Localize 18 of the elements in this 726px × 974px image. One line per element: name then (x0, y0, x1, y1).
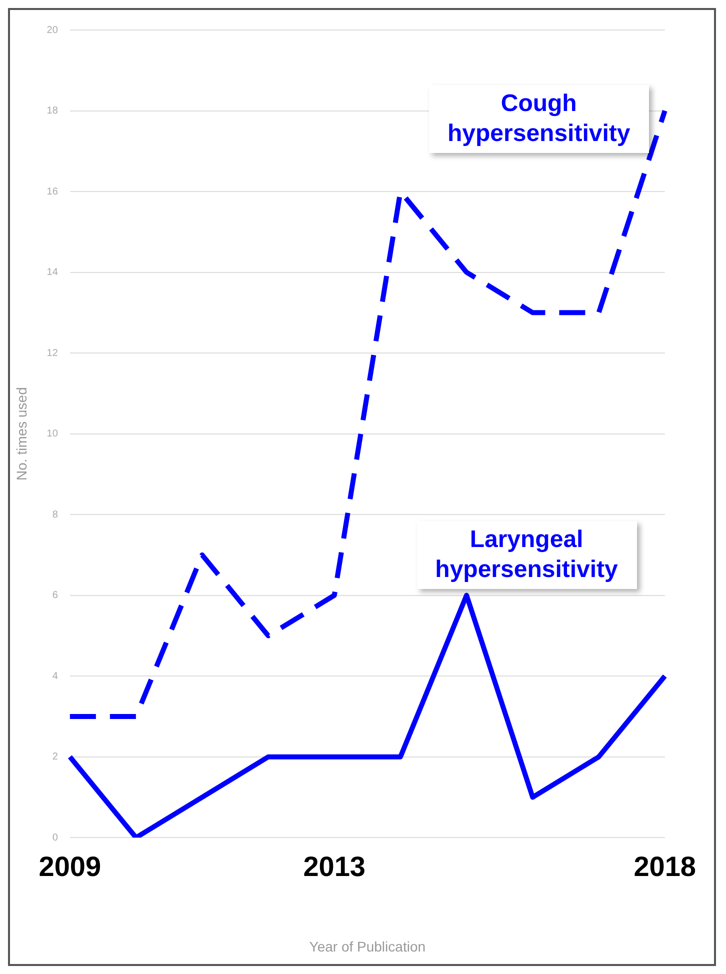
series-label: Cough hypersensitivity (428, 84, 649, 153)
y-tick-label: 14 (46, 267, 58, 278)
y-tick-label: 20 (46, 24, 58, 36)
y-tick-label: 16 (46, 186, 58, 198)
y-axis-title: No. times used (13, 387, 30, 480)
y-tick-label: 8 (52, 509, 58, 520)
x-tick-label: 2018 (634, 851, 696, 882)
y-tick-label: 0 (52, 832, 58, 844)
y-tick-label: 4 (52, 670, 58, 682)
y-tick-label: 18 (46, 106, 58, 117)
y-tick-label: 2 (52, 752, 58, 763)
x-axis-title: Year of Publication (309, 938, 426, 954)
series-label: Laryngeal hypersensitivity (416, 521, 637, 590)
x-tick-label: 2013 (303, 851, 366, 882)
x-tick-label: 2009 (38, 851, 102, 882)
y-tick-label: 10 (46, 428, 58, 440)
y-tick-label: 6 (52, 590, 58, 602)
y-tick-label: 12 (46, 348, 58, 359)
